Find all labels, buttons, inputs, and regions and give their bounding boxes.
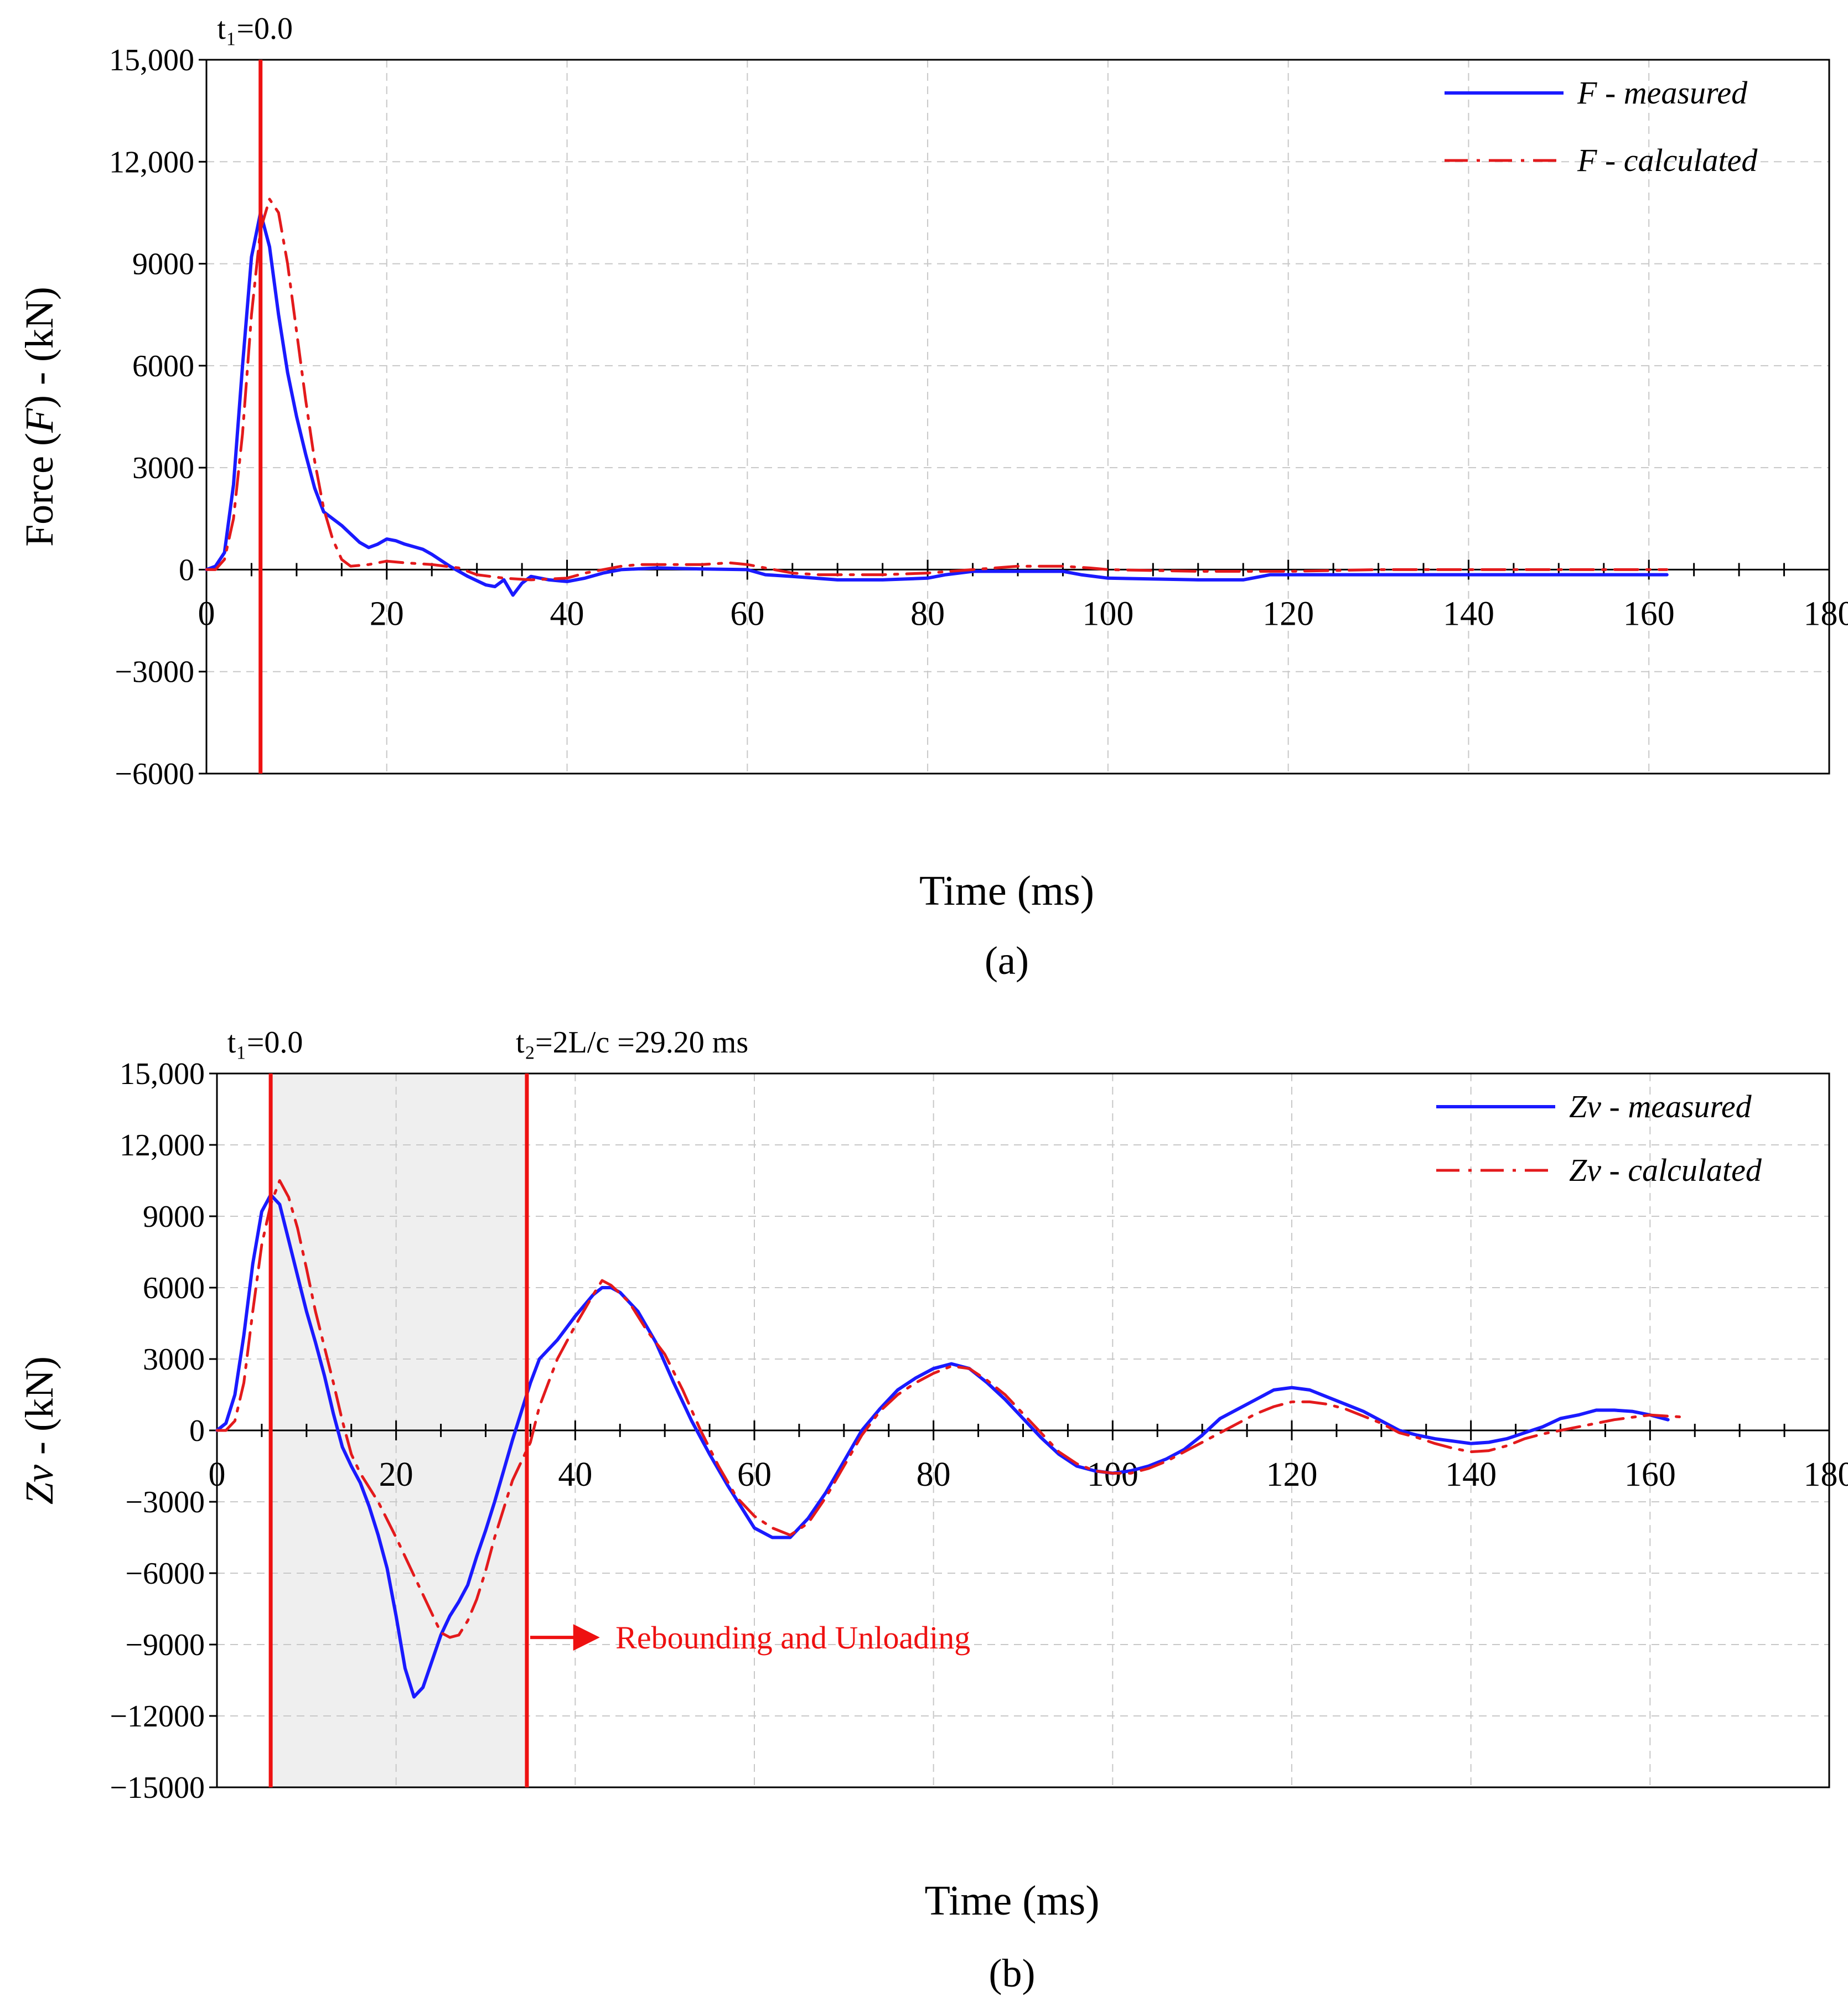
y-tick-label: −6000 (115, 757, 194, 791)
y-axis-label: Force (F) - (kN) (17, 287, 61, 547)
x-tick-label: 160 (1623, 595, 1675, 632)
y-tick-label: 6000 (132, 349, 194, 383)
x-tick-label: 80 (917, 1456, 951, 1493)
plot-frame (205, 59, 1830, 775)
marker-label: t₂=2L/c =29.20 ms (516, 1025, 748, 1060)
panel-caption: (a) (985, 938, 1029, 983)
y-tick-label: 6000 (143, 1271, 205, 1305)
series-line-f-measured (205, 211, 1669, 597)
x-tick-label: 40 (550, 595, 584, 632)
legend-label: Zv - measured (1569, 1088, 1752, 1124)
y-tick-label: −12000 (110, 1699, 205, 1734)
x-tick-label: 40 (558, 1456, 592, 1493)
x-tick-label: 140 (1445, 1456, 1497, 1493)
x-axis-label: Time (ms) (924, 1878, 1099, 1924)
x-tick-label: 0 (209, 1456, 226, 1493)
y-tick-label: 3000 (143, 1342, 205, 1377)
legend-label: F - measured (1577, 75, 1748, 111)
x-tick-label: 20 (379, 1456, 413, 1493)
y-tick-label: 12,000 (109, 145, 194, 179)
annotation-text: Rebounding and Unloading (615, 1620, 970, 1656)
marker-label: t₁=0.0 (217, 12, 293, 46)
y-tick-label: −9000 (125, 1628, 205, 1662)
y-tick-label: −6000 (125, 1557, 205, 1591)
y-tick-label: −15000 (110, 1771, 205, 1805)
y-axis-label: Zv - (kN) (17, 1356, 61, 1505)
y-tick-label: −3000 (125, 1485, 205, 1519)
x-tick-label: 60 (737, 1456, 772, 1493)
x-tick-label: 80 (910, 595, 945, 632)
x-tick-label: 180 (1804, 595, 1848, 632)
x-tick-label: 20 (370, 595, 404, 632)
y-tick-label: 12,000 (120, 1128, 205, 1163)
x-tick-label: 180 (1804, 1456, 1848, 1493)
marker-label: t₁=0.0 (227, 1025, 303, 1060)
series-line-zv-calculated (215, 1179, 1687, 1639)
y-tick-label: 9000 (143, 1200, 205, 1234)
x-tick-label: 120 (1266, 1456, 1318, 1493)
x-axis-label: Time (ms) (919, 868, 1094, 914)
x-tick-label: 0 (198, 595, 215, 632)
chart-panel-b: 15,00012,0009000600030000−3000−6000−9000… (17, 1025, 1848, 1995)
y-tick-label: 3000 (132, 451, 194, 485)
x-tick-label: 140 (1443, 595, 1494, 632)
y-tick-label: 9000 (132, 247, 194, 282)
series-line-zv-measured (215, 1193, 1670, 1699)
y-tick-label: 0 (189, 1414, 205, 1448)
y-tick-label: 0 (179, 553, 194, 587)
panel-caption: (b) (989, 1951, 1036, 1995)
y-tick-label: 15,000 (109, 43, 194, 77)
series-line-f-calculated (205, 198, 1669, 582)
x-tick-label: 160 (1624, 1456, 1676, 1493)
y-tick-label: 15,000 (120, 1057, 205, 1091)
y-tick-label: −3000 (115, 655, 194, 689)
x-tick-label: 60 (730, 595, 764, 632)
legend-label: F - calculated (1577, 142, 1758, 178)
legend-label: Zv - calculated (1569, 1152, 1762, 1188)
x-tick-label: 100 (1082, 595, 1133, 632)
x-tick-label: 120 (1262, 595, 1314, 632)
